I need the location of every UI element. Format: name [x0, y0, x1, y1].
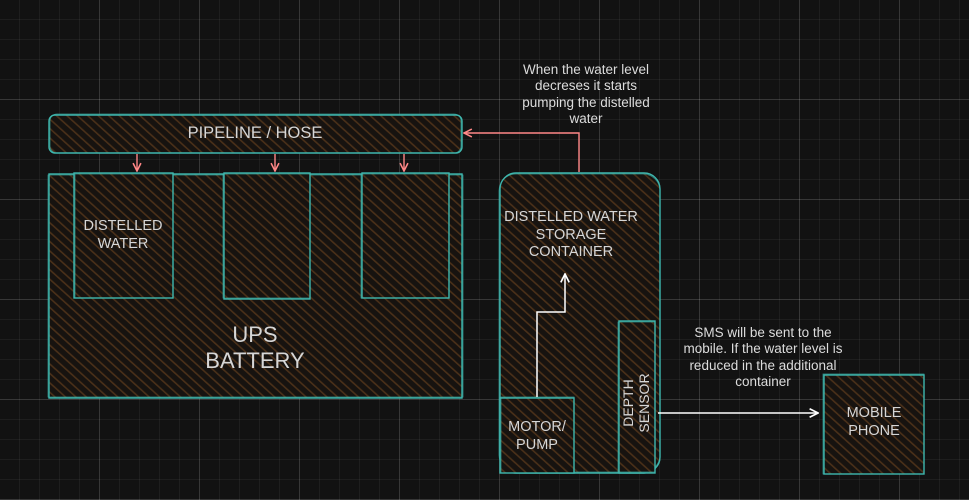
storage-container-label: DISTELLED WATER STORAGE CONTAINER [504, 209, 638, 261]
mobile-phone-label: MOBILE PHONE [846, 405, 902, 439]
depth-sensor-label: DEPTH SENSOR [620, 353, 654, 453]
ups-battery-label-line1: UPS [232, 322, 278, 347]
storage-to-pipeline-arrow [464, 133, 580, 172]
pipeline-hose-box[interactable] [48, 113, 463, 154]
pump-output-arrow [536, 274, 565, 397]
ups-battery-label: UPS BATTERY [180, 322, 330, 375]
pump-note: When the water level decreses it starts … [522, 62, 650, 127]
depth-sensor-label-line2: SENSOR [636, 373, 653, 433]
motor-pump-box[interactable] [499, 396, 575, 474]
ups-battery-label-line2: BATTERY [205, 348, 305, 374]
sms-note: SMS will be sent to the mobile. If the w… [683, 325, 843, 390]
distilled-water-label: DISTELLED WATER [83, 218, 163, 252]
depth-sensor-box[interactable] [617, 320, 656, 474]
distilled-water-container-1[interactable] [73, 172, 174, 299]
motor-pump-label: MOTOR/ PUMP [508, 419, 566, 453]
distilled-water-container-2[interactable] [222, 172, 311, 300]
mobile-phone-box[interactable] [822, 373, 925, 475]
pipeline-label: PIPELINE / HOSE [187, 124, 323, 142]
depth-sensor-label-line1: DEPTH [620, 379, 636, 427]
distilled-water-container-3[interactable] [360, 172, 450, 299]
